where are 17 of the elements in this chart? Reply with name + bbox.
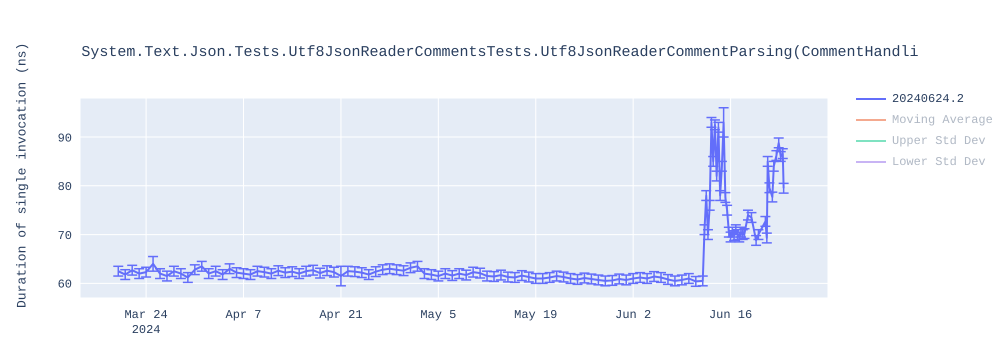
legend-label: Moving Average bbox=[892, 112, 993, 126]
y-tick-label: 90 bbox=[58, 131, 72, 146]
chart-title: System.Text.Json.Tests.Utf8JsonReaderCommentsTests.Utf8JsonReaderCommentParsing(CommentHandli bbox=[81, 44, 919, 61]
x-tick-label: May 5 bbox=[420, 308, 456, 322]
x-tick-label: May 19 bbox=[514, 308, 558, 322]
legend-label: Lower Std Dev bbox=[892, 154, 986, 168]
x-tick-label: Apr 7 bbox=[226, 308, 262, 322]
x-tick-label: Jun 2 bbox=[615, 308, 652, 322]
x-tick-label: Mar 24 2024 bbox=[124, 308, 168, 337]
y-axis-title: Duration of single invocation (ns) bbox=[14, 42, 30, 308]
x-tick-label: Apr 21 bbox=[319, 308, 363, 322]
legend-label: Upper Std Dev bbox=[892, 134, 986, 148]
y-tick-label: 60 bbox=[58, 278, 72, 292]
x-tick-label: Jun 16 bbox=[708, 308, 752, 322]
y-tick-label: 70 bbox=[58, 228, 72, 243]
y-tick-label: 80 bbox=[58, 180, 72, 194]
legend-label: 20240624.2 bbox=[892, 92, 964, 106]
